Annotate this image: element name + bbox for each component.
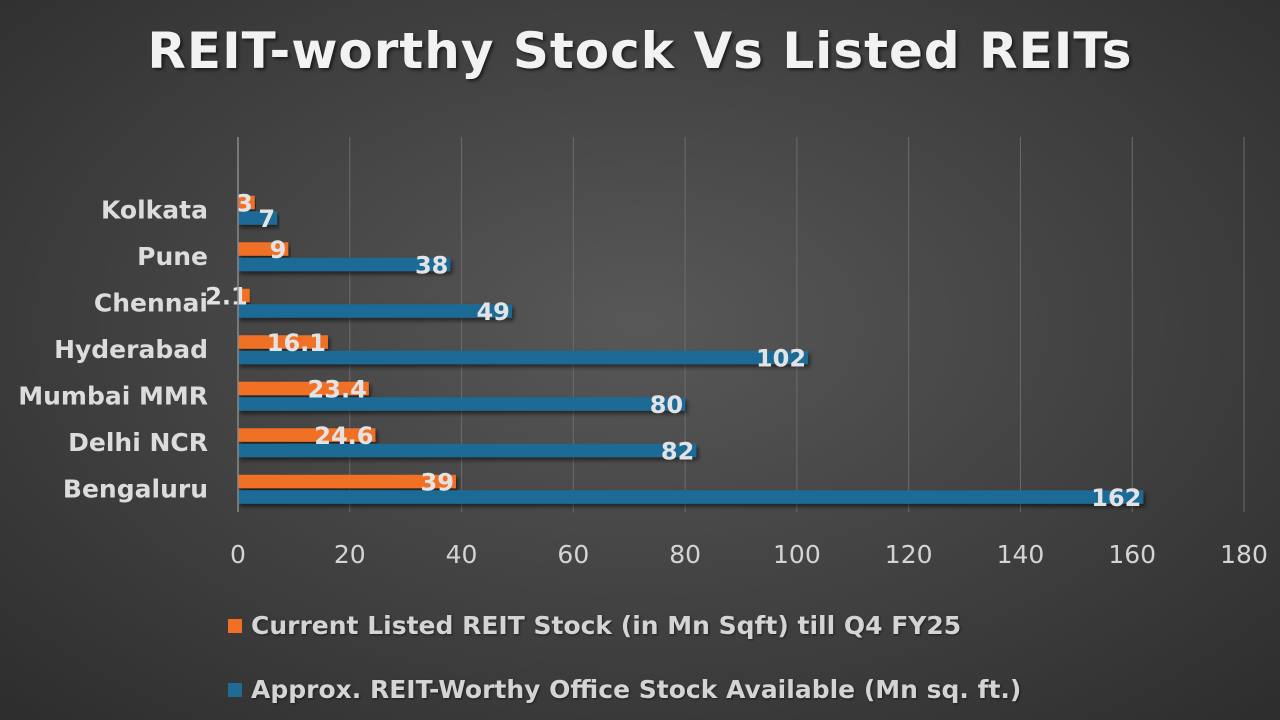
data-label: 2.1 (205, 283, 248, 311)
data-label: 162 (1091, 484, 1141, 512)
data-label: 16.1 (267, 329, 326, 357)
bars (238, 195, 1144, 504)
gridlines (349, 137, 1245, 512)
data-label: 9 (270, 236, 287, 264)
data-label: 82 (661, 438, 694, 466)
x-tick-label: 80 (669, 540, 701, 569)
x-tick-label: 20 (334, 540, 366, 569)
chart-title: REIT-worthy Stock Vs Listed REITs (147, 22, 1133, 80)
bar-listed-bengaluru (238, 474, 456, 489)
bar-listed-mumbai-mmr (238, 381, 369, 396)
legend-item-listed: Current Listed REIT Stock (in Mn Sqft) t… (228, 611, 961, 640)
bar-available-kolkata (238, 211, 278, 225)
category-label: Delhi NCR (68, 428, 208, 457)
category-label: Kolkata (101, 195, 208, 224)
x-tick-label: 100 (773, 540, 821, 569)
data-label: 7 (258, 205, 275, 233)
category-label: Bengaluru (63, 474, 208, 503)
axes: 0 20 40 60 80 100 120 140 160 180 Kolkata Pune Chenn… (18, 137, 1268, 569)
bar-listed-chennai (238, 288, 250, 303)
x-tick-label: 40 (446, 540, 478, 569)
x-tick-label: 160 (1108, 540, 1156, 569)
bar-available-bengaluru (238, 490, 1144, 504)
data-label: 24.6 (314, 422, 373, 450)
legend-label-available: Approx. REIT-Worthy Office Stock Availab… (251, 675, 1022, 704)
x-tick-label: 60 (557, 540, 589, 569)
category-label: Mumbai MMR (18, 381, 208, 410)
bar-available-mumbai-mmr (238, 397, 686, 411)
data-label: 23.4 (308, 376, 367, 404)
data-label: 38 (415, 252, 448, 280)
bar-listed-delhi-ncr (238, 428, 376, 442)
data-label: 102 (756, 345, 806, 373)
x-tick-label: 120 (885, 540, 933, 569)
data-labels: 37 9 38 2.1 49 16.1 102 23.4 80 24.6 82 39 162 (205, 190, 1141, 513)
bar-available-pune (238, 257, 451, 272)
x-tick-label: 140 (997, 540, 1045, 569)
legend-swatch-available (228, 682, 242, 697)
bar-listed-hyderabad (238, 335, 328, 349)
bar-available-hyderabad (238, 350, 809, 365)
bar-listed-pune (238, 242, 289, 256)
data-label: 39 (421, 469, 454, 497)
legend-swatch-listed (228, 618, 242, 633)
bar-listed-kolkata (238, 195, 255, 210)
category-label: Pune (137, 242, 208, 271)
bar-available-delhi-ncr (238, 443, 697, 458)
legend-label-listed: Current Listed REIT Stock (in Mn Sqft) t… (251, 611, 962, 640)
data-label: 49 (476, 298, 509, 326)
category-label: Hyderabad (54, 335, 208, 364)
data-label: 3 (236, 190, 253, 218)
legend-item-available: Approx. REIT-Worthy Office Stock Availab… (228, 675, 1021, 704)
x-tick-label: 180 (1220, 540, 1268, 569)
x-tick-label: 0 (230, 540, 246, 569)
bar-available-chennai (238, 304, 512, 318)
category-label: Chennai (94, 288, 208, 317)
data-label: 80 (650, 391, 683, 419)
